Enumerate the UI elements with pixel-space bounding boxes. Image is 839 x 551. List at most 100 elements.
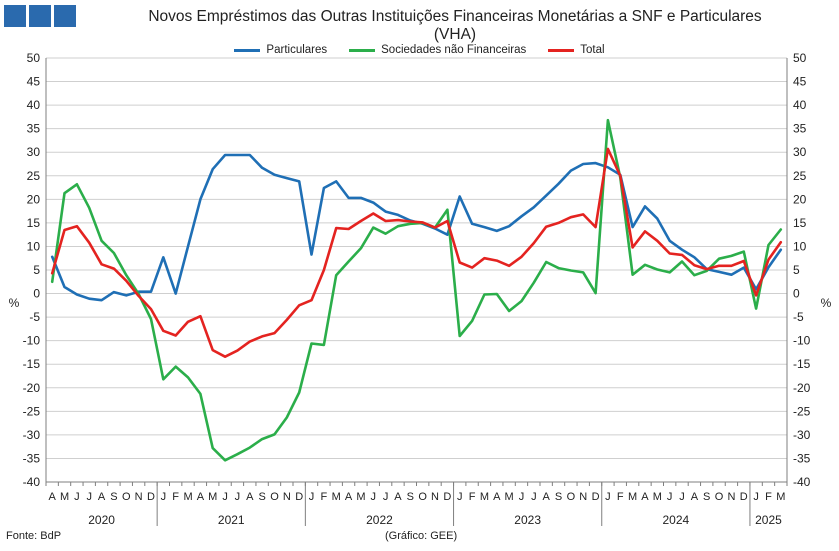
y-tick-label-right: -15: [793, 357, 811, 371]
y-tick-label-left: 35: [27, 122, 41, 136]
legend-label: Sociedades não Financeiras: [381, 44, 527, 56]
y-tick-label-right: -5: [793, 310, 804, 324]
x-tick-label-month: A: [49, 491, 57, 503]
x-tick-label-month: N: [283, 491, 291, 503]
x-tick-label-year: 2021: [218, 513, 245, 527]
y-tick-label-right: -40: [793, 475, 811, 489]
y-tick-label-right: 45: [793, 75, 807, 89]
x-tick-label-month: A: [246, 491, 254, 503]
y-tick-label-right: 40: [793, 98, 807, 112]
logo: [4, 5, 76, 27]
y-axis-label-right: %: [821, 296, 832, 310]
x-tick-label-month: M: [653, 491, 662, 503]
series-line: [50, 118, 783, 462]
x-tick-label-month: J: [753, 491, 759, 503]
x-tick-label-month: D: [443, 491, 451, 503]
x-tick-label-month: J: [383, 491, 389, 503]
chart-legend: Particulares Sociedades não Financeiras To…: [0, 44, 839, 56]
x-tick-label-year: 2020: [88, 513, 115, 527]
x-tick-label-month: F: [765, 491, 772, 503]
y-tick-label-right: 10: [793, 239, 807, 253]
x-tick-label-year: 2025: [755, 513, 782, 527]
x-tick-label-month: N: [135, 491, 143, 503]
x-tick-label-month: S: [555, 491, 562, 503]
x-tick-label-month: A: [493, 491, 501, 503]
x-tick-label-month: J: [309, 491, 315, 503]
y-tick-label-left: 10: [27, 239, 41, 253]
y-tick-label-right: -35: [793, 451, 811, 465]
x-tick-label-month: J: [519, 491, 525, 503]
y-tick-label-right: 5: [793, 263, 800, 277]
x-tick-label-month: J: [74, 491, 80, 503]
x-tick-label-month: A: [394, 491, 402, 503]
y-tick-label-right: 20: [793, 192, 807, 206]
y-tick-label-left: 25: [27, 169, 41, 183]
x-tick-label-month: N: [579, 491, 587, 503]
x-tick-label-month: J: [667, 491, 673, 503]
x-tick-label-month: M: [505, 491, 514, 503]
series-line: [50, 147, 783, 359]
y-tick-label-left: -25: [23, 404, 41, 418]
y-tick-label-right: 25: [793, 169, 807, 183]
x-tick-label-month: F: [321, 491, 328, 503]
y-axis-label-left: %: [9, 296, 20, 310]
x-tick-label-month: D: [147, 491, 155, 503]
x-tick-label-month: D: [295, 491, 303, 503]
x-tick-label-month: O: [418, 491, 427, 503]
y-tick-label-right: 35: [793, 122, 807, 136]
x-tick-label-month: A: [641, 491, 649, 503]
x-tick-label-month: M: [480, 491, 489, 503]
series-line: [50, 153, 783, 302]
x-tick-label-month: J: [457, 491, 463, 503]
x-tick-label-month: M: [628, 491, 637, 503]
y-tick-label-left: -10: [23, 334, 41, 348]
x-tick-label-month: D: [740, 491, 748, 503]
source-note: Fonte: BdP: [6, 530, 62, 542]
x-tick-label-month: N: [727, 491, 735, 503]
legend-label: Particulares: [266, 44, 328, 56]
x-tick-label-month: S: [110, 491, 117, 503]
x-tick-label-month: F: [469, 491, 476, 503]
x-tick-label-month: S: [407, 491, 414, 503]
x-tick-label-month: M: [332, 491, 341, 503]
x-tick-label-month: M: [776, 491, 785, 503]
y-tick-label-left: -20: [23, 381, 41, 395]
y-tick-label-left: 0: [33, 287, 40, 301]
x-tick-label-month: M: [208, 491, 217, 503]
x-tick-label-month: J: [531, 491, 537, 503]
y-tick-label-left: 5: [33, 263, 40, 277]
x-tick-label-month: O: [715, 491, 724, 503]
logo-square: [54, 5, 76, 27]
y-tick-label-right: 15: [793, 216, 807, 230]
x-tick-label-month: S: [703, 491, 710, 503]
x-tick-label-month: J: [235, 491, 241, 503]
chart-title-line: Novos Empréstimos das Outras Instituiçõe…: [148, 8, 762, 25]
y-tick-label-right: 0: [793, 287, 800, 301]
y-tick-label-left: -5: [29, 310, 40, 324]
y-tick-label-left: -15: [23, 357, 41, 371]
legend-swatch: [234, 48, 261, 52]
x-tick-label-month: A: [691, 491, 699, 503]
x-tick-label-month: D: [592, 491, 600, 503]
y-tick-label-left: 40: [27, 98, 41, 112]
x-tick-label-month: O: [567, 491, 576, 503]
x-tick-label-year: 2022: [366, 513, 393, 527]
x-tick-label-month: S: [258, 491, 265, 503]
x-tick-label-month: M: [356, 491, 365, 503]
x-tick-label-month: F: [172, 491, 179, 503]
x-tick-label-month: M: [60, 491, 69, 503]
y-tick-label-left: -40: [23, 475, 41, 489]
legend-label: Total: [580, 44, 605, 56]
y-tick-label-right: -30: [793, 428, 811, 442]
x-tick-label-year: 2024: [662, 513, 689, 527]
y-tick-label-left: -35: [23, 451, 41, 465]
logo-square: [29, 5, 51, 27]
x-tick-label-month: A: [197, 491, 205, 503]
y-tick-label-left: 15: [27, 216, 41, 230]
x-tick-label-month: J: [679, 491, 685, 503]
chart-credit: (Gráfico: GEE): [385, 530, 458, 542]
x-tick-label-month: J: [222, 491, 228, 503]
legend-swatch: [548, 48, 575, 52]
y-tick-label-right: -20: [793, 381, 811, 395]
